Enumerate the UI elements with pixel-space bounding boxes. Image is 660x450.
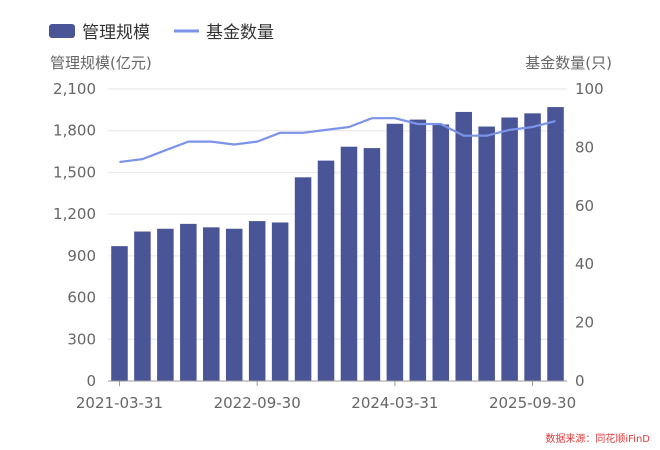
bar — [180, 223, 197, 381]
bar — [248, 221, 266, 381]
y-axis-left-title: 管理规模(亿元) — [50, 54, 152, 72]
x-axis-ticks: 2021-03-31 2022-09-30 2024-03-31 2025-09-30 — [76, 381, 576, 412]
legend-line-label: 基金数量 — [206, 23, 274, 43]
x-tick-label: 2025-09-30 — [489, 394, 576, 412]
grid — [108, 88, 567, 340]
bar — [294, 177, 312, 381]
y-left-tick-label: 900 — [67, 247, 96, 265]
bar — [363, 148, 381, 381]
y-left-tick-label: 1,200 — [53, 205, 96, 223]
y-left-tick-label: 600 — [67, 289, 96, 307]
bar — [134, 231, 151, 381]
legend-bar-swatch — [49, 24, 75, 38]
y-axis-right-ticks: 0 20 40 60 80 100 — [575, 80, 604, 390]
source-note: 数据来源：同花顺iFinD — [545, 432, 650, 445]
y-right-tick-label: 40 — [575, 255, 594, 273]
bar — [271, 222, 289, 381]
y-right-tick-label: 0 — [575, 372, 585, 390]
bar — [386, 123, 404, 381]
bar — [340, 146, 358, 381]
bar — [501, 117, 518, 381]
y-axis-left-ticks: 0 300 600 900 1,200 1,500 1,800 2,100 — [53, 80, 96, 390]
bar — [317, 160, 335, 381]
bar — [547, 107, 564, 382]
y-right-tick-label: 60 — [575, 197, 594, 215]
line-series — [119, 117, 556, 164]
y-left-tick-label: 300 — [67, 330, 96, 348]
legend-bar-label: 管理规模 — [82, 23, 150, 43]
y-axis-right-title: 基金数量(只) — [525, 54, 612, 72]
bar — [524, 113, 541, 381]
bar — [111, 246, 128, 381]
bar — [455, 111, 472, 381]
bar — [478, 126, 495, 382]
y-left-tick-label: 2,100 — [53, 80, 96, 98]
legend: 管理规模 基金数量 — [49, 23, 274, 43]
y-left-tick-label: 1,500 — [53, 163, 96, 181]
x-tick-label: 2021-03-31 — [76, 394, 163, 412]
bar — [225, 228, 243, 381]
bar — [409, 119, 427, 381]
x-tick-label: 2022-09-30 — [214, 394, 301, 412]
y-left-tick-label: 0 — [86, 372, 96, 390]
x-tick-label: 2024-03-31 — [351, 394, 438, 412]
line-path — [119, 117, 556, 164]
bar — [432, 124, 450, 381]
y-right-tick-label: 20 — [575, 314, 594, 332]
y-right-tick-label: 100 — [575, 80, 604, 98]
y-left-tick-label: 1,800 — [53, 122, 96, 140]
y-right-tick-label: 80 — [575, 138, 594, 156]
bar — [203, 227, 220, 381]
bar-series — [111, 107, 564, 382]
bar — [157, 228, 174, 381]
